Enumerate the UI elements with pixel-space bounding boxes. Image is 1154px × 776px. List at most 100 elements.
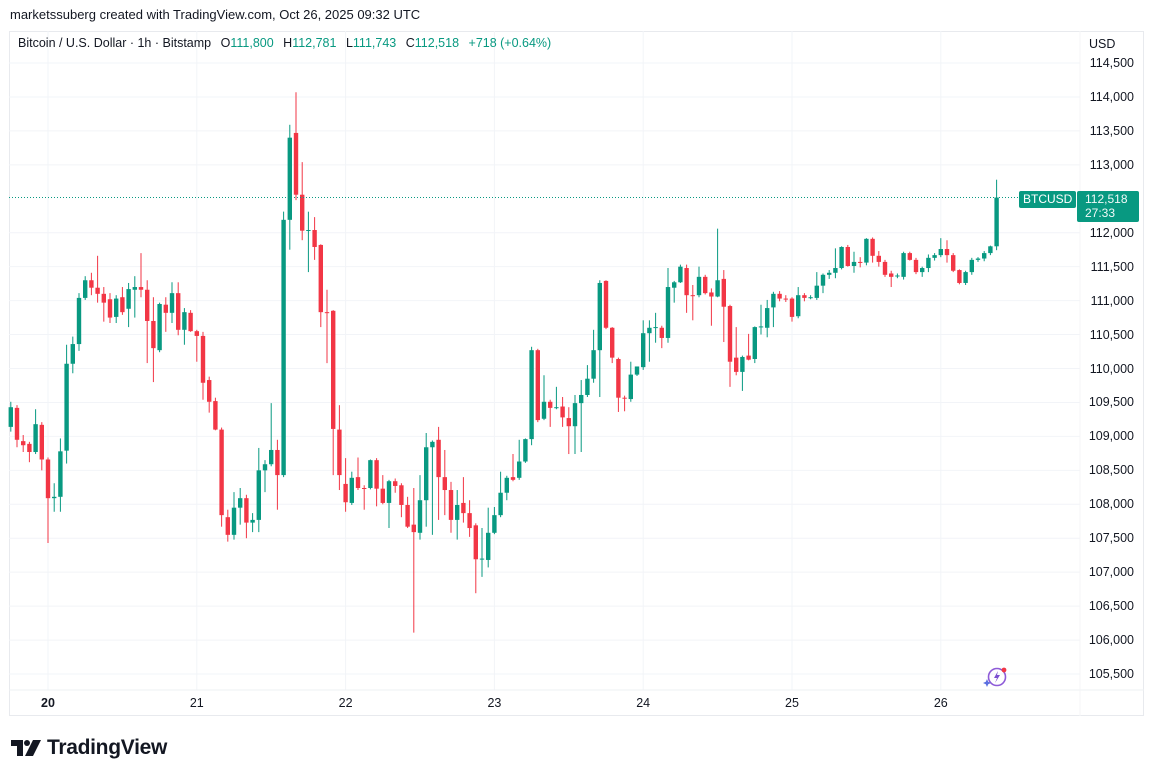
candle-down: [548, 399, 553, 427]
candle-up: [597, 280, 602, 398]
candle-body: [746, 355, 751, 360]
candle-up: [833, 248, 838, 279]
candle-body: [21, 441, 26, 446]
candle-body: [52, 496, 57, 499]
candle-body: [318, 244, 323, 313]
candle-up: [579, 380, 584, 453]
y-tick: 110,500: [1089, 327, 1134, 342]
candle-down: [467, 500, 472, 537]
symbol-price-tag: BTCUSD: [1019, 191, 1077, 208]
candle-up: [33, 409, 38, 455]
candle-down: [337, 405, 342, 491]
candle-up: [634, 366, 640, 376]
candle-body: [591, 350, 596, 379]
candle-down: [777, 291, 782, 302]
candle-body: [207, 380, 212, 402]
y-tick: 105,500: [1088, 667, 1134, 681]
candle-body: [417, 500, 423, 533]
candle-body: [498, 492, 503, 516]
y-tick: 112,000: [1089, 225, 1134, 240]
y-tick: 107,500: [1088, 531, 1134, 546]
candle-up: [70, 336, 75, 374]
candle-down: [870, 237, 875, 263]
candle-up: [554, 386, 559, 410]
candle-body: [281, 219, 286, 476]
currency-button[interactable]: USD: [1082, 32, 1140, 56]
candle-body: [455, 504, 460, 520]
candle-body: [430, 441, 435, 448]
candles: [8, 92, 999, 633]
candle-down: [213, 397, 218, 431]
candle-down: [690, 285, 695, 321]
candle-body: [740, 356, 745, 372]
candle-down: [374, 458, 379, 507]
candle-down: [393, 478, 398, 493]
candle-up: [8, 401, 13, 432]
candle-down: [560, 397, 565, 427]
candle-up: [740, 355, 745, 391]
candle-body: [882, 261, 888, 275]
y-tick: 113,500: [1089, 123, 1134, 138]
candle-body: [163, 304, 168, 313]
candle-up: [541, 375, 547, 421]
y-tick: 109,000: [1088, 429, 1134, 444]
candle-up: [765, 299, 770, 338]
candle-down: [535, 348, 540, 423]
candle-down: [355, 457, 361, 491]
tradingview-logo[interactable]: TradingView: [11, 736, 167, 760]
candle-up: [238, 487, 243, 525]
candle-body: [634, 366, 640, 375]
candle-body: [169, 293, 175, 313]
candle-body: [331, 310, 336, 429]
candle-down: [622, 395, 627, 412]
close-label: C: [405, 36, 415, 50]
candle-body: [386, 481, 392, 503]
candle-up: [827, 270, 832, 279]
candle-body: [975, 258, 981, 260]
candle-down: [151, 297, 156, 383]
candle-up: [864, 238, 869, 266]
candle-down: [436, 426, 441, 520]
candle-body: [641, 333, 646, 368]
candle-up: [306, 211, 311, 273]
open-value: 111,800: [230, 36, 274, 50]
candle-down: [802, 293, 807, 302]
sparkle-lightning-icon[interactable]: [982, 664, 1010, 695]
candle-up: [529, 346, 534, 446]
candle-body: [690, 295, 695, 297]
candle-body: [982, 253, 987, 259]
chart-pane[interactable]: [9, 31, 1144, 716]
candle-up: [932, 253, 937, 261]
candle-down: [746, 333, 751, 361]
x-tick: 24: [636, 696, 651, 710]
candle-body: [796, 295, 801, 317]
candle-body: [238, 498, 243, 508]
candle-down: [362, 485, 367, 510]
candle-down: [163, 297, 168, 332]
candle-up: [647, 320, 652, 362]
candle-down: [120, 287, 125, 315]
candle-body: [820, 274, 826, 286]
candle-down: [907, 251, 912, 261]
y-tick: 110,000: [1089, 361, 1134, 376]
candle-body: [380, 488, 385, 503]
candle-down: [219, 427, 224, 527]
candle-body: [684, 268, 689, 296]
candle-body: [616, 359, 621, 398]
candle-body: [262, 464, 268, 471]
candle-down: [876, 251, 881, 267]
candle-down: [300, 162, 305, 241]
candle-body: [157, 304, 162, 351]
candle-body: [114, 298, 119, 317]
candle-down: [473, 523, 478, 594]
candle-body: [306, 230, 311, 232]
candle-up: [64, 344, 69, 464]
candle-body: [424, 447, 429, 501]
candle-down: [225, 509, 230, 542]
candle-body: [752, 327, 757, 360]
candle-down: [659, 325, 664, 349]
candle-body: [889, 273, 894, 277]
candle-body: [895, 275, 900, 277]
candle-up: [715, 228, 720, 298]
